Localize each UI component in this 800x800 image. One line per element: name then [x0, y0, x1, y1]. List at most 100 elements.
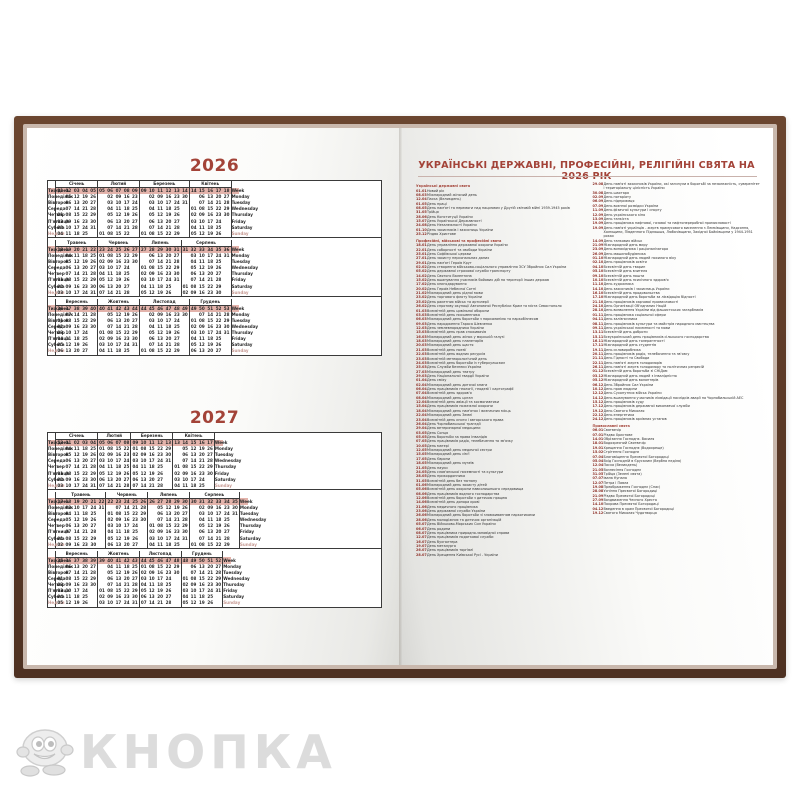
- calendar-day: 09: [190, 582, 197, 588]
- holiday-name: Всесвітній день письменника: [427, 312, 480, 317]
- holiday-date: 07.04: [416, 391, 427, 396]
- calendar-day: 30: [90, 541, 97, 547]
- week-number: 34: [222, 498, 232, 506]
- calendar-day: 23: [165, 271, 172, 277]
- weekday-label-uk: Середа: [48, 265, 66, 271]
- holiday-row: 26.11 День пам'яті жертв голодомору та по…: [593, 365, 762, 369]
- calendar-day: [147, 511, 156, 518]
- calendar-day-row: Середа 02 09 16 23 30 07 14 21 28 04 11 18 25 02 09 16 23…: [48, 324, 382, 331]
- week-number: 38: [72, 305, 81, 312]
- calendar-day: 12: [148, 588, 155, 594]
- calendar-day: 30: [165, 452, 172, 458]
- calendar-day: 26: [82, 342, 88, 348]
- calendar-day: 01: [55, 576, 65, 583]
- holiday-row: 23.04 Всесвітній день книги і авторського…: [416, 418, 585, 422]
- holiday-row: 19.12 День Святого Миколая: [593, 409, 762, 413]
- holiday-row: 10.10 Всесвітній день психічного здоров'я: [593, 278, 762, 282]
- calendar-day: 22: [199, 464, 205, 470]
- calendar-day: 14: [123, 505, 130, 511]
- calendar-day: 18: [199, 594, 205, 600]
- calendar-day: 06: [107, 218, 113, 224]
- calendar-day: [138, 317, 148, 325]
- holiday-row: 26.06 Міжнародний день боротьби зі зловжи…: [416, 513, 585, 517]
- calendar-day: 20: [123, 576, 130, 582]
- holiday-date: 12.03: [416, 326, 427, 330]
- calendar-day: 28: [123, 289, 130, 295]
- calendar-day: 13: [115, 317, 122, 323]
- weekday-label-uk: Тиждень: [47, 439, 69, 447]
- holiday-row: 24.12 День працівників архівних установ: [593, 417, 762, 421]
- weekday-label-uk: Тиждень: [47, 246, 69, 254]
- holiday-row: 26.09 День машинобудівника: [593, 252, 762, 256]
- holiday-name: День пам'яті Героїв Крут: [427, 260, 472, 265]
- calendar-day: 22: [82, 576, 88, 582]
- calendar-day: 26: [123, 277, 130, 283]
- calendar-day: 04: [65, 511, 72, 517]
- calendar-day: 31: [132, 342, 138, 348]
- calendar-day: 17: [82, 505, 88, 511]
- weekday-label-en: Thursday: [230, 212, 253, 219]
- calendar-day: 09: [148, 271, 155, 277]
- calendar-day: 18: [165, 324, 172, 330]
- holiday-name: День української писемності та мови: [603, 325, 671, 330]
- holiday-name: Міжнародний день циган: [427, 395, 473, 400]
- calendar-day: [138, 212, 148, 219]
- calendar-day: 08: [115, 511, 122, 517]
- holiday-name: День Сонця: [427, 430, 449, 435]
- holiday-row: 07.05 День працівників радіо, телебачення…: [416, 439, 585, 443]
- calendar-day: 18: [207, 259, 214, 265]
- calendar-day: 05: [148, 212, 155, 218]
- holiday-row: 17.05 День Європи: [416, 457, 585, 461]
- calendar-day: 06: [199, 529, 205, 535]
- calendar-day: 01: [188, 317, 198, 325]
- calendar-day: 02: [147, 529, 156, 536]
- holiday-row: 24.10 День Організації Об'єднаних Націй: [593, 304, 762, 308]
- calendar-day: 01: [188, 541, 198, 549]
- holiday-date: 05.04: [592, 458, 604, 463]
- calendar-day: 25: [165, 283, 172, 289]
- weekday-label-en: Week: [230, 246, 245, 254]
- calendar-day: 11: [207, 517, 214, 523]
- weekday-label-en: Thursday: [213, 464, 237, 471]
- calendar-day: 11: [199, 336, 205, 342]
- holiday-name: Різдво Христове: [603, 432, 633, 437]
- holiday-date: 29.08: [592, 182, 604, 186]
- holiday-name: День Національної гвардії України: [427, 373, 489, 378]
- calendar-day: 02: [180, 289, 190, 297]
- holiday-name: Всесвітній день прав споживачів: [427, 330, 487, 335]
- holiday-name: Міжнародний день толерантності: [603, 338, 665, 343]
- calendar-day-row: Неділя 03 10 17 24 31 07 14 21 28 07 14 21 28 04 11 18 25…: [48, 482, 382, 490]
- calendar-day: 29: [90, 277, 96, 283]
- holiday-row: 18.03 Міжнародний день планетаріїв: [416, 339, 585, 343]
- holiday-date: 15.07: [416, 219, 427, 224]
- holiday-name: День працівників радіо, телебачення та з…: [427, 439, 513, 444]
- calendar-day: 06: [65, 563, 72, 569]
- week-number-row: Тиждень171819202122222324252626272829303…: [47, 498, 382, 506]
- calendar-day: 23: [82, 218, 88, 224]
- holiday-name: День матері: [427, 443, 449, 448]
- calendar-day: 03: [65, 505, 72, 511]
- calendar-day: 06: [157, 511, 163, 517]
- calendar-day: 27: [173, 253, 180, 259]
- holiday-name: День Святого Валентина: [427, 273, 472, 278]
- calendar-day: 06: [65, 523, 72, 529]
- holiday-row: 02.04 Міжнародний день дитячої книги: [416, 383, 585, 387]
- week-number: 08: [122, 187, 131, 195]
- calendar-day: [138, 224, 148, 231]
- week-number: 39: [80, 305, 90, 312]
- calendar-day: 18: [82, 446, 88, 452]
- calendar-day: 21: [215, 311, 222, 317]
- calendar-day: 01: [147, 523, 156, 530]
- calendar-day: 30: [173, 271, 180, 277]
- calendar-day: 14: [148, 600, 155, 606]
- calendar-day: 26: [224, 523, 230, 529]
- calendar-day: 28: [132, 224, 138, 230]
- calendar-day: 03: [190, 253, 197, 259]
- week-number: 34: [206, 246, 215, 254]
- calendar-day: 25: [123, 348, 130, 354]
- week-number: 49: [181, 305, 190, 312]
- calendar-day: 11: [157, 206, 163, 212]
- calendar-day: 24: [215, 218, 222, 224]
- calendar-day: 20: [199, 452, 205, 458]
- calendar-day: 08: [140, 446, 147, 452]
